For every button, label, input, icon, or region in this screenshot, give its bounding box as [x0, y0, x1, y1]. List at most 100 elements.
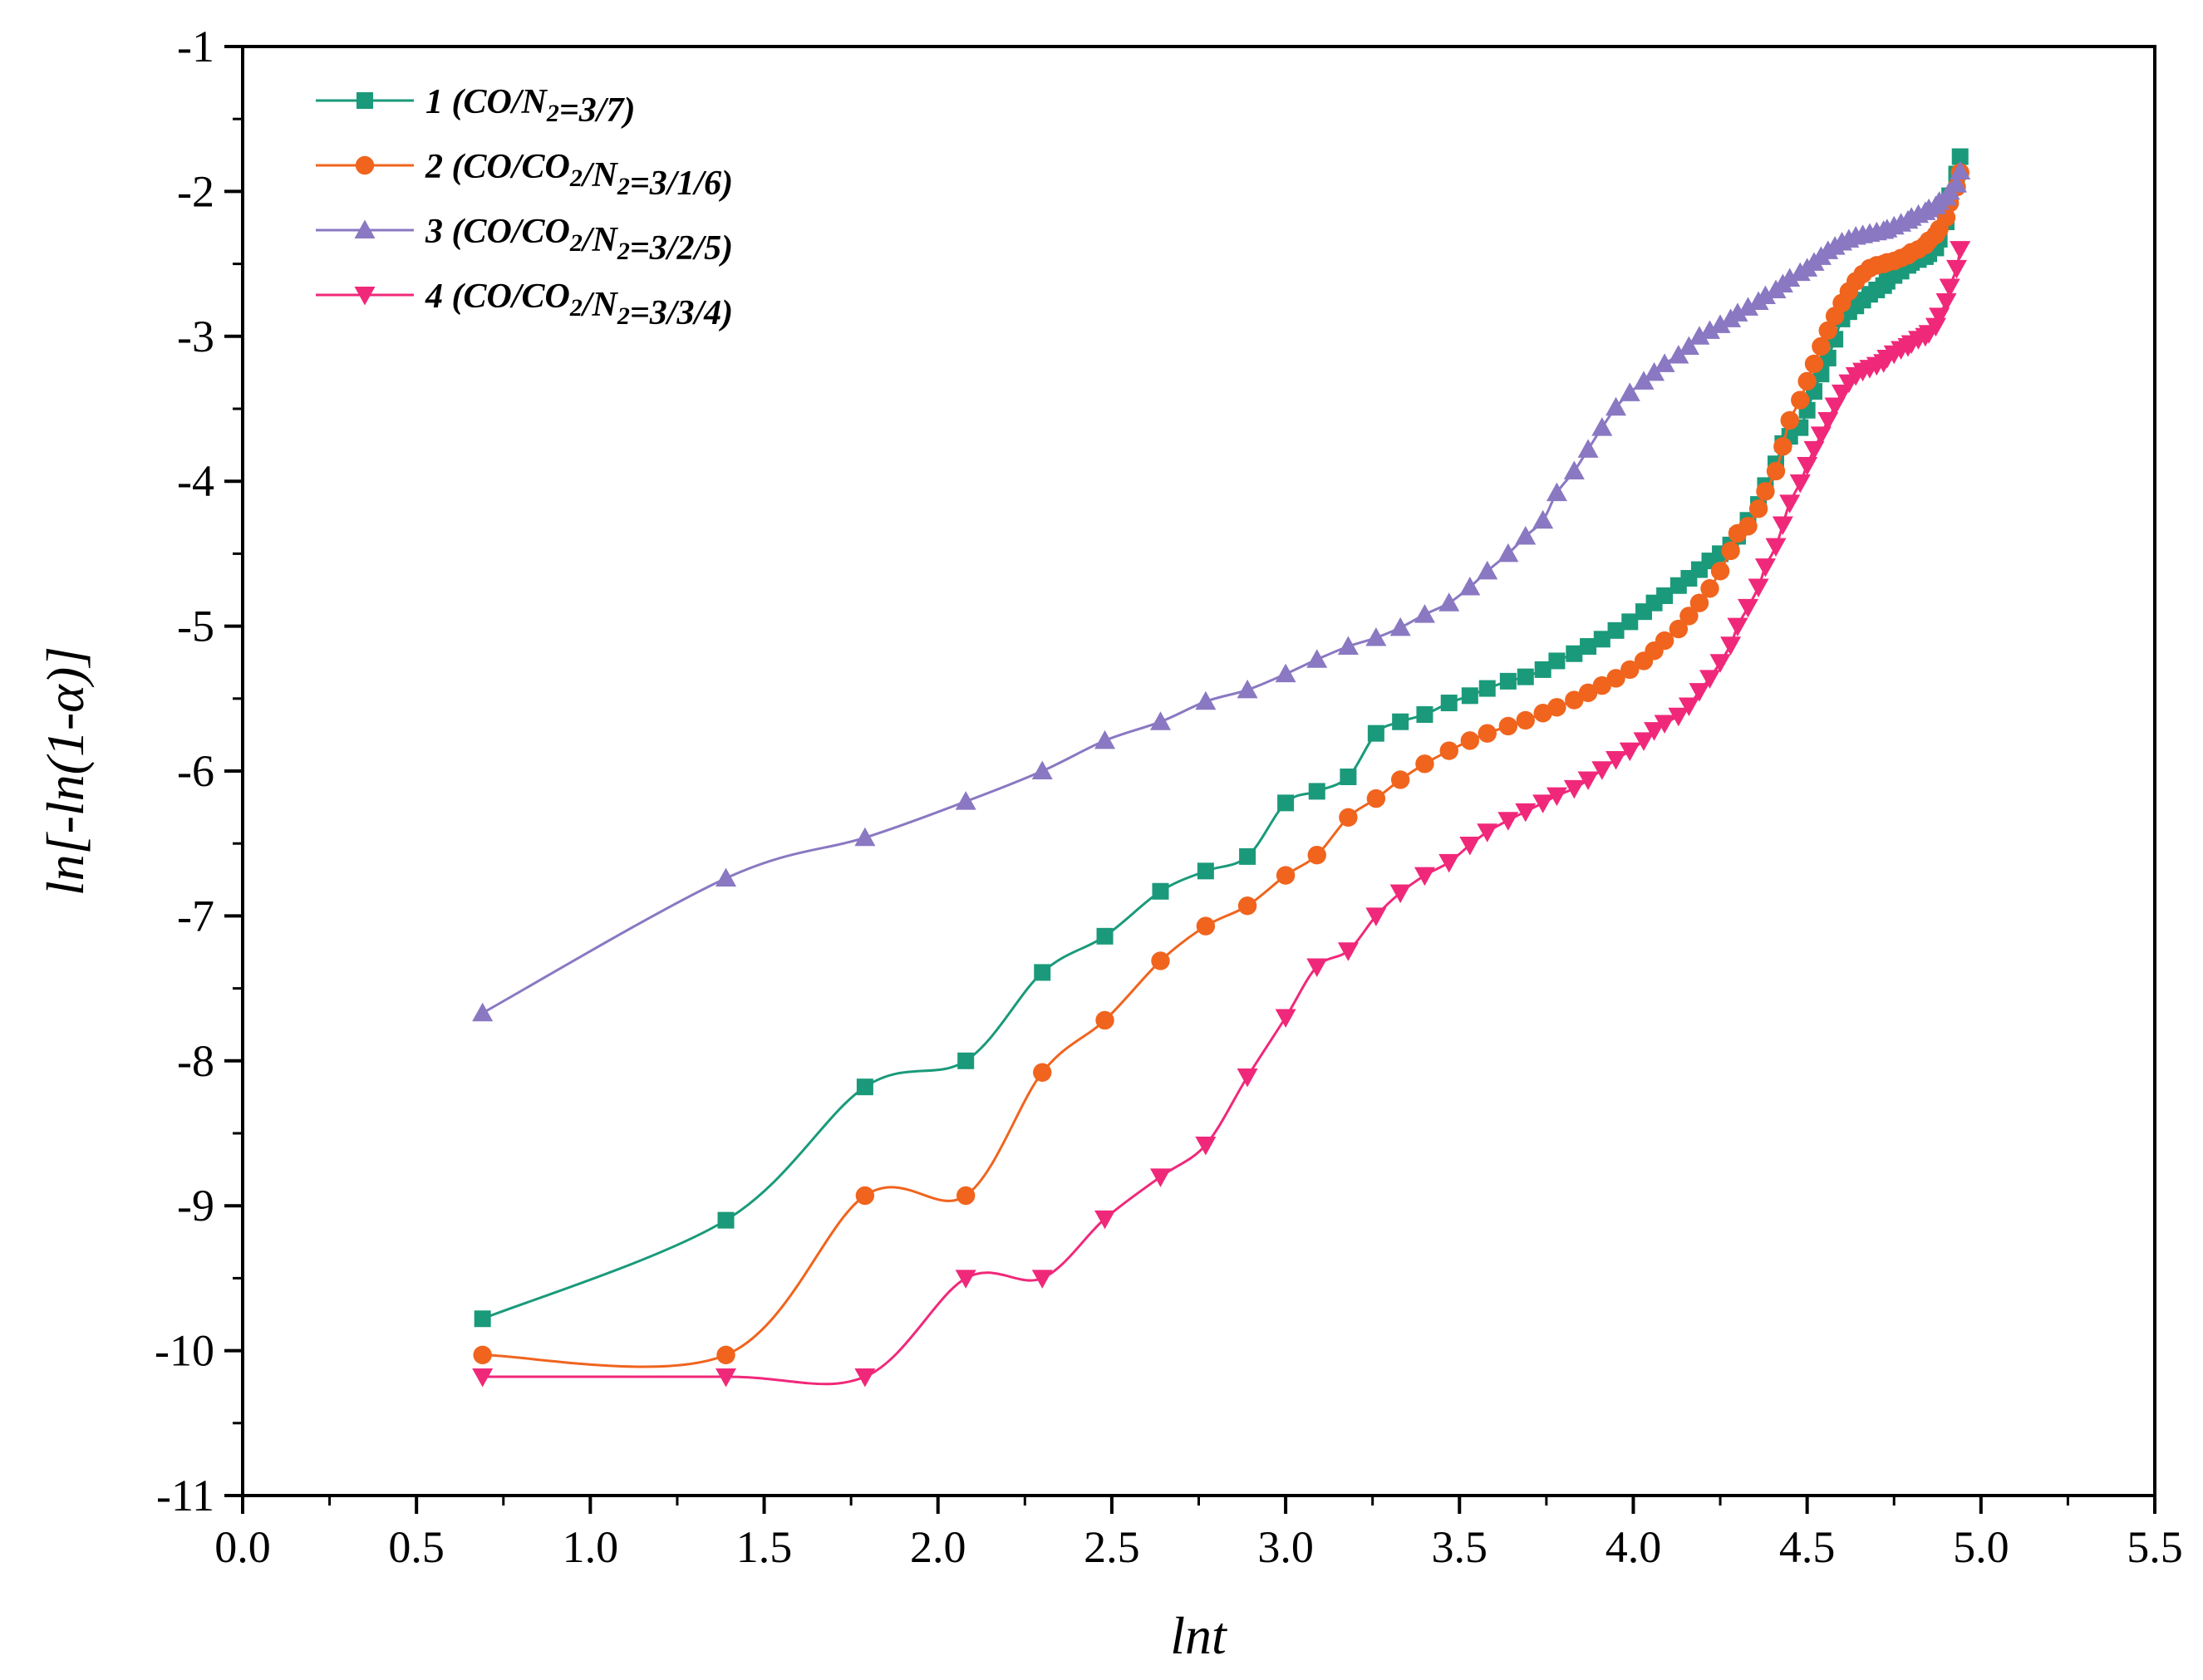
x-tick-label: 1.0	[563, 1522, 619, 1572]
series-line	[482, 172, 1962, 1368]
triangle-down-marker	[1678, 697, 1699, 717]
circle-marker	[1565, 690, 1584, 710]
triangle-down-marker	[715, 1368, 737, 1388]
circle-marker	[1804, 354, 1824, 374]
x-tick-label: 3.0	[1257, 1522, 1314, 1572]
triangle-down-marker	[1699, 670, 1720, 689]
square-marker	[1392, 713, 1409, 730]
y-tick-label: -5	[177, 602, 214, 651]
x-tick-label: 5.5	[2127, 1522, 2183, 1572]
circle-marker	[1766, 461, 1786, 481]
square-marker	[1096, 927, 1114, 945]
triangle-up-marker	[955, 791, 976, 810]
circle-marker	[1095, 1010, 1114, 1030]
legend-item: 2 (CO/CO2/N2=3/1/6)	[316, 148, 733, 203]
triangle-down-marker	[854, 1368, 876, 1388]
square-marker	[357, 92, 373, 109]
square-marker	[1534, 661, 1551, 678]
triangle-down-marker	[1789, 474, 1811, 494]
triangle-up-marker	[1438, 592, 1460, 612]
triangle-up-marker	[1738, 297, 1759, 316]
y-tick-label: -10	[155, 1326, 214, 1376]
triangle-down-marker	[1824, 397, 1846, 417]
triangle-down-marker	[1689, 683, 1710, 702]
circle-marker	[1415, 754, 1434, 774]
legend-label: 3 (CO/CO2/N2=3/2/5)	[425, 213, 733, 268]
series-3	[472, 160, 1971, 1022]
triangle-down-marker	[1619, 742, 1640, 762]
triangle-up-marker	[1337, 636, 1359, 656]
circle-marker	[1390, 770, 1410, 789]
square-marker	[1440, 695, 1458, 712]
triangle-up-marker	[1779, 268, 1801, 287]
x-tick-label: 0.5	[388, 1522, 445, 1572]
triangle-down-marker	[1754, 558, 1776, 577]
square-marker	[856, 1078, 873, 1096]
triangle-down-marker	[1817, 411, 1839, 431]
triangle-down-marker	[1772, 516, 1793, 536]
square-marker	[1367, 725, 1384, 742]
triangle-down-marker	[472, 1368, 494, 1388]
triangle-up-marker	[1546, 482, 1567, 502]
circle-marker	[1818, 321, 1837, 341]
circle-marker	[1547, 698, 1566, 717]
circle-marker	[1721, 541, 1740, 561]
triangle-up-marker	[1477, 560, 1498, 580]
triangle-down-marker	[1306, 958, 1328, 977]
circle-marker	[1797, 371, 1817, 391]
triangle-up-marker	[1149, 711, 1171, 730]
circle-marker	[1339, 808, 1358, 828]
y-tick-label: -6	[177, 746, 214, 796]
circle-marker	[473, 1345, 492, 1365]
x-tick-label: 3.5	[1432, 1522, 1488, 1572]
x-tick-label: 4.5	[1779, 1522, 1836, 1572]
triangle-down-marker	[1591, 761, 1613, 780]
triangle-up-marker	[1654, 353, 1675, 372]
triangle-up-marker	[472, 1002, 494, 1022]
triangle-down-marker	[1727, 617, 1748, 637]
circle-marker	[1237, 896, 1257, 916]
circle-marker	[1620, 660, 1640, 680]
x-tick-label: 2.0	[910, 1522, 966, 1572]
square-marker	[1152, 882, 1169, 900]
circle-marker	[1780, 410, 1799, 430]
square-marker	[1416, 705, 1433, 723]
triangle-down-marker	[1633, 732, 1655, 751]
y-tick-label: -11	[156, 1471, 214, 1520]
y-tick-label: -9	[177, 1181, 214, 1231]
triangle-up-marker	[1668, 344, 1689, 364]
triangle-up-marker	[1195, 690, 1217, 710]
y-tick-label: -7	[177, 891, 214, 941]
square-marker	[1548, 652, 1566, 670]
triangle-down-marker	[1950, 241, 1971, 260]
triangle-up-marker	[1497, 543, 1519, 562]
triangle-up-marker	[354, 219, 376, 238]
square-marker	[1517, 668, 1534, 685]
triangle-down-marker	[1389, 884, 1411, 903]
circle-marker	[1756, 482, 1775, 501]
triangle-down-marker	[1438, 853, 1460, 873]
circle-marker	[1498, 716, 1518, 736]
triangle-up-marker	[1094, 729, 1116, 749]
circle-marker	[1606, 669, 1625, 688]
triangle-down-marker	[1738, 598, 1759, 618]
triangle-down-marker	[1810, 426, 1832, 445]
triangle-down-marker	[1929, 307, 1950, 327]
triangle-up-marker	[1275, 663, 1296, 683]
square-marker	[1580, 638, 1597, 656]
square-marker	[1277, 794, 1295, 812]
circle-marker	[1196, 916, 1216, 936]
circle-marker	[1592, 675, 1612, 695]
circle-marker	[1655, 631, 1674, 651]
square-marker	[1461, 687, 1478, 705]
triangle-down-marker	[1939, 278, 1960, 298]
y-axis-title: ln[-ln(1-α)]	[36, 646, 95, 896]
circle-marker	[1151, 951, 1170, 970]
circle-marker	[1033, 1063, 1052, 1082]
legend: 1 (CO/N2=3/7) 2 (CO/CO2/N2=3/1/6) 3 (CO/CO…	[316, 83, 733, 332]
x-tick-label: 5.0	[1953, 1522, 2009, 1572]
circle-marker	[1791, 391, 1810, 410]
circle-marker	[1533, 704, 1552, 723]
y-tick-label: -8	[177, 1036, 214, 1086]
triangle-down-marker	[1668, 707, 1689, 727]
